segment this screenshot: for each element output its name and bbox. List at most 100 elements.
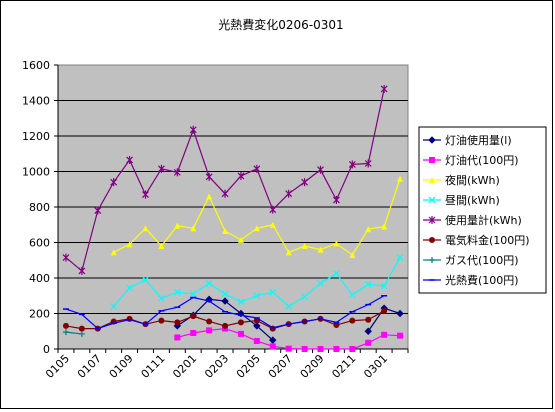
- legend-marker: [429, 157, 435, 163]
- data-point: [285, 249, 292, 256]
- legend-marker: [429, 177, 435, 183]
- data-point: [237, 171, 245, 180]
- x-tick-label: 0111: [139, 352, 168, 381]
- data-point: [205, 279, 213, 287]
- y-tick-label: 0: [43, 343, 50, 356]
- x-tick-label: 0211: [329, 352, 358, 381]
- data-point: [190, 313, 197, 320]
- legend-label: 使用量計(kWh): [445, 213, 522, 227]
- x-tick-label: 0107: [75, 352, 104, 381]
- data-point: [301, 293, 309, 301]
- data-point: [349, 317, 356, 324]
- y-tick-label: 1600: [22, 59, 50, 72]
- data-point: [365, 316, 372, 323]
- legend-marker: [429, 237, 435, 243]
- y-tick-label: 400: [29, 272, 50, 285]
- legend-item: 昼間(kWh): [423, 194, 500, 207]
- data-point: [380, 282, 388, 290]
- data-point: [237, 236, 244, 243]
- data-point: [190, 330, 197, 337]
- data-point: [206, 318, 213, 325]
- data-point: [269, 343, 276, 350]
- x-tick-label: 0203: [202, 352, 231, 381]
- legend-label: ガス代(100円): [445, 254, 519, 267]
- data-point: [333, 240, 340, 247]
- data-point: [381, 331, 388, 338]
- series-7: [62, 295, 388, 330]
- data-point: [126, 155, 134, 164]
- data-point: [237, 298, 245, 306]
- data-point: [189, 125, 197, 134]
- data-point: [157, 294, 165, 302]
- data-point: [396, 254, 404, 262]
- legend-item: 灯油使用量(l): [423, 133, 512, 147]
- data-point: [317, 165, 324, 174]
- data-point: [78, 266, 86, 275]
- y-tick-label: 1400: [22, 95, 50, 108]
- legend-label: 電気料金(100円): [445, 233, 530, 247]
- chart-title: 光熱費変化0206-0301: [218, 17, 343, 32]
- legend-item: 使用量計(kWh): [423, 213, 522, 227]
- data-point: [253, 338, 260, 345]
- series-5: [62, 307, 388, 332]
- data-point: [253, 292, 261, 300]
- plot-area: 0 200 400 600 800 1000 1200 1400 1600 0105 0107 010…: [22, 59, 409, 381]
- data-point: [221, 189, 229, 198]
- data-point: [397, 175, 404, 182]
- data-point: [206, 327, 213, 334]
- data-point: [253, 225, 260, 232]
- data-point: [301, 346, 308, 352]
- legend-label: 光熱費(100円): [445, 273, 519, 287]
- data-point: [364, 280, 372, 288]
- legend: 灯油使用量(l) 灯油代(100円) 夜間(kWh) 昼間(kWh) 使用量計(kWh)…: [418, 126, 547, 294]
- legend-item: 電気料金(100円): [423, 233, 530, 247]
- data-point: [221, 297, 229, 305]
- series-3: [110, 254, 404, 310]
- data-point: [62, 253, 70, 262]
- data-point: [333, 346, 340, 352]
- data-point: [349, 346, 356, 352]
- legend-item: 光熱費(100円): [423, 273, 519, 287]
- data-point: [78, 325, 85, 332]
- data-point: [317, 246, 324, 253]
- legend-item: 灯油代(100円): [423, 153, 519, 167]
- data-point: [348, 291, 356, 299]
- data-point: [142, 276, 149, 284]
- data-point: [174, 319, 181, 326]
- data-point: [174, 334, 181, 341]
- legend-label: 灯油代(100円): [445, 153, 519, 167]
- data-point: [365, 226, 372, 233]
- legend-marker: [429, 257, 435, 263]
- data-point: [253, 322, 261, 330]
- data-point: [269, 336, 277, 344]
- data-point: [269, 288, 277, 296]
- series-1: [174, 325, 404, 352]
- data-point: [285, 189, 293, 198]
- data-point: [110, 178, 118, 187]
- data-point: [285, 345, 292, 352]
- y-tick-label: 600: [29, 237, 50, 250]
- data-point: [365, 339, 372, 346]
- x-tick-label: 0301: [361, 352, 390, 381]
- legend-marker: [428, 216, 436, 224]
- x-tick-label: 0105: [43, 352, 72, 381]
- data-point: [269, 221, 276, 228]
- data-point: [157, 164, 165, 173]
- legend-marker: [428, 136, 436, 144]
- legend-label: 夜間(kWh): [445, 173, 500, 187]
- data-point: [62, 322, 69, 329]
- data-point: [348, 160, 356, 169]
- data-point: [332, 270, 340, 277]
- data-point: [301, 243, 308, 250]
- data-point: [189, 290, 197, 298]
- data-point: [158, 243, 165, 250]
- x-tick-label: 0205: [234, 352, 263, 381]
- data-point: [173, 168, 181, 177]
- data-point: [397, 332, 404, 339]
- data-point: [396, 309, 404, 318]
- data-point: [205, 172, 213, 181]
- data-point: [317, 279, 324, 287]
- y-tick-label: 1200: [22, 130, 50, 143]
